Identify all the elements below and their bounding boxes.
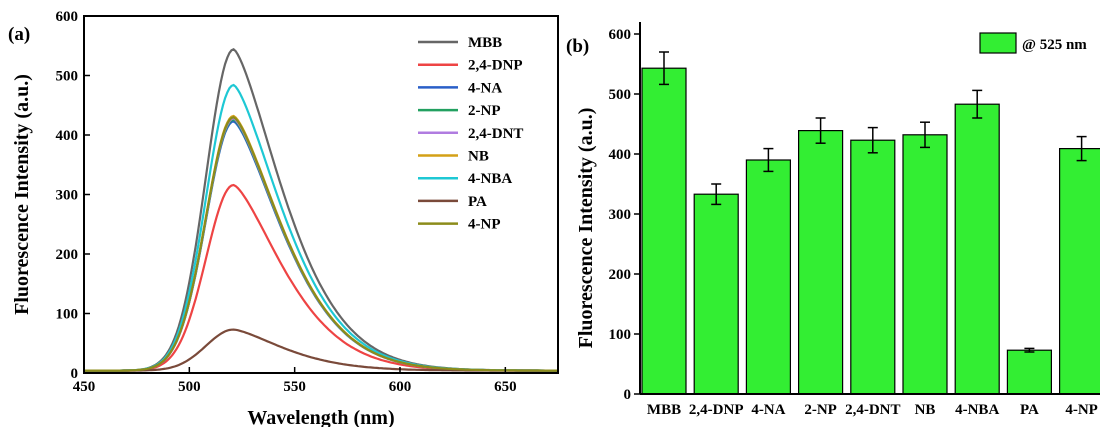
bar-y-tick-label: 300 <box>609 207 632 223</box>
legend-label: PA <box>468 194 487 210</box>
legend-label: 2,4-DNT <box>468 126 523 142</box>
bar-pa <box>1006 349 1053 395</box>
legend-label: 2-NP <box>468 103 501 119</box>
plot-a-ticks: 450 500 550 600 650 0 100 200 300 400 500 600 <box>56 9 517 395</box>
bar-legend-label: @ 525 nm <box>1022 37 1087 53</box>
bar-category-label: 2-NP <box>804 402 837 418</box>
bar-category-label: NB <box>915 402 936 418</box>
bar-y-tick-label: 600 <box>609 27 632 43</box>
bar-category-label: 4-NBA <box>955 402 999 418</box>
series-line-4-np <box>84 115 558 372</box>
x-tick-label: 600 <box>389 379 412 395</box>
legend-label: 4-NP <box>468 217 501 233</box>
bar-legend-swatch <box>979 32 1017 54</box>
y-tick-label: 0 <box>71 366 79 382</box>
bar-2-4-dnt <box>850 139 896 395</box>
bar-category-label: 2,4-DNP <box>689 402 744 418</box>
bar-y-axis-label: Fluorescence Intensity (a.u.) <box>575 108 597 349</box>
bar-4-np <box>1058 148 1100 395</box>
bar-category-label: 4-NA <box>751 402 785 418</box>
bar-legend: @ 525 nm <box>979 32 1087 54</box>
bar-chart-panel: (b) 0 100 200 300 400 500 600 MBB 2,4-DNP 4-NA 2-N… <box>566 22 1100 418</box>
legend-label: 4-NBA <box>468 171 512 187</box>
plot-b-ticks: 0 100 200 300 400 500 600 MBB 2,4-DNP 4-NA 2-NP 2,4… <box>609 27 1098 418</box>
bar-2-4-dnp <box>693 193 739 395</box>
series-line-2-4-dnp <box>84 183 558 372</box>
x-tick-label: 550 <box>283 379 306 395</box>
bar-category-label: 4-NP <box>1065 402 1098 418</box>
bar-y-tick-label: 200 <box>609 267 632 283</box>
bar-category-label: PA <box>1020 402 1039 418</box>
x-axis-label: Wavelength (nm) <box>247 407 394 427</box>
y-axis-label: Fluorescence Intensity (a.u.) <box>11 74 33 315</box>
y-tick-label: 400 <box>56 128 79 144</box>
bars <box>641 51 1100 395</box>
bar-y-tick-label: 0 <box>624 387 632 403</box>
legend-label: NB <box>468 149 489 165</box>
legend-label: 4-NA <box>468 80 502 96</box>
y-tick-label: 200 <box>56 247 79 263</box>
panel-b-label: (b) <box>566 36 589 57</box>
bar-mbb <box>641 67 687 395</box>
bar-y-tick-label: 500 <box>609 87 632 103</box>
bar-2-np <box>797 130 844 395</box>
y-tick-label: 300 <box>56 188 79 204</box>
y-tick-label: 100 <box>56 307 79 323</box>
panel-a-label: (a) <box>8 24 30 45</box>
bar-category-label: 2,4-DNT <box>845 402 900 418</box>
bar-4-na <box>745 159 792 395</box>
line-legend: MBB 2,4-DNP 4-NA 2-NP 2,4-DNT NB 4-NBA PA 4-NP <box>418 35 523 233</box>
spectra-lines <box>84 47 558 372</box>
x-tick-label: 450 <box>73 379 96 395</box>
bar-4-nba <box>954 103 1000 395</box>
bar-y-tick-label: 100 <box>609 327 632 343</box>
x-tick-label: 500 <box>178 379 201 395</box>
bar-category-label: MBB <box>647 402 681 418</box>
legend-label: MBB <box>468 35 502 51</box>
line-chart-panel: (a) 450 500 550 600 650 0 100 200 300 400 500 600 W… <box>8 9 559 427</box>
bar-y-tick-label: 400 <box>609 147 632 163</box>
y-tick-label: 500 <box>56 69 79 85</box>
legend-label: 2,4-DNP <box>468 58 523 74</box>
bar-nb <box>902 134 948 395</box>
y-tick-label: 600 <box>56 9 79 25</box>
x-tick-label: 650 <box>494 379 517 395</box>
